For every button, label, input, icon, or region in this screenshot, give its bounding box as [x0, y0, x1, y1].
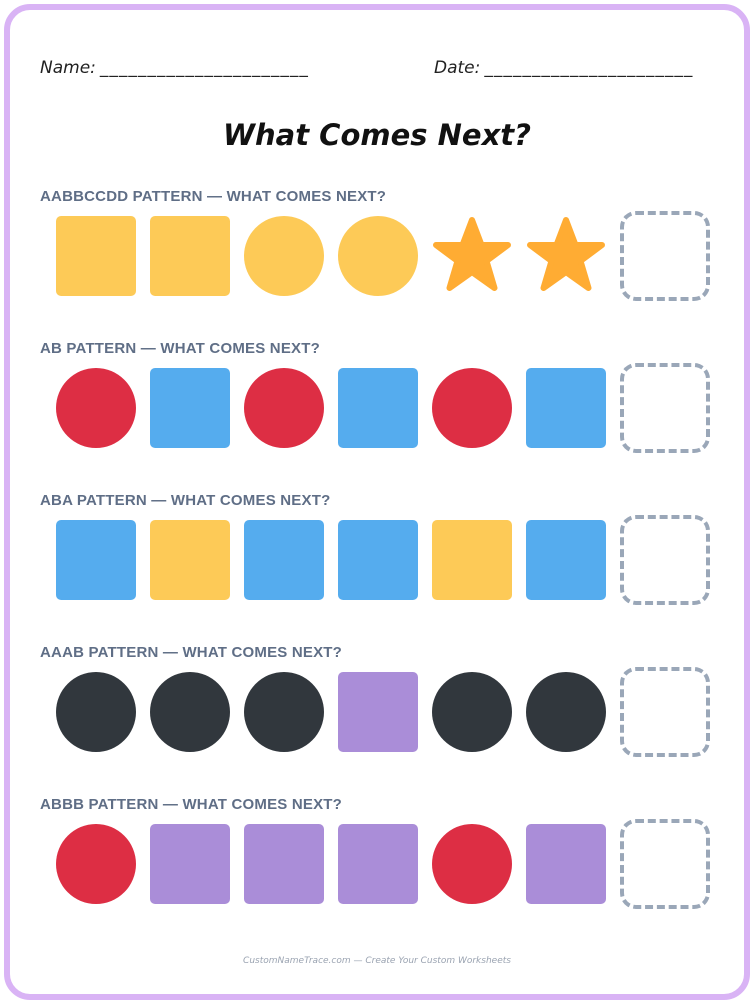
name-field[interactable]: Name: ______________________: [40, 58, 309, 78]
square-shape: [150, 216, 230, 296]
square-shape: [150, 520, 230, 600]
circle-shape: [432, 672, 512, 752]
square-shape: [432, 520, 512, 600]
square-shape: [56, 520, 136, 600]
circle-shape: [244, 672, 324, 752]
star-shape: [432, 216, 512, 296]
pattern-row: [54, 819, 714, 909]
answer-box[interactable]: [620, 515, 710, 605]
circle-shape: [56, 368, 136, 448]
circle-shape: [150, 672, 230, 752]
date-field[interactable]: Date: ______________________: [434, 58, 693, 78]
circle-shape: [338, 216, 418, 296]
circle-shape: [432, 824, 512, 904]
pattern-row: [54, 515, 714, 605]
square-shape: [150, 368, 230, 448]
circle-shape: [56, 672, 136, 752]
answer-box[interactable]: [620, 667, 710, 757]
circle-shape: [526, 672, 606, 752]
date-blank-line: ______________________: [484, 58, 694, 78]
circle-shape: [56, 824, 136, 904]
worksheet-page: Name: ______________________ Date: _______…: [4, 4, 750, 1000]
answer-box[interactable]: [620, 819, 710, 909]
pattern-row: [54, 667, 714, 757]
section-label: AAAB PATTERN — WHAT COMES NEXT?: [40, 644, 343, 661]
square-shape: [338, 520, 418, 600]
circle-shape: [244, 368, 324, 448]
page-title: What Comes Next?: [223, 118, 531, 152]
square-shape: [526, 368, 606, 448]
date-label: Date:: [434, 58, 481, 78]
answer-box[interactable]: [620, 363, 710, 453]
name-blank-line: ______________________: [99, 58, 309, 78]
circle-shape: [432, 368, 512, 448]
section-label: ABA PATTERN — WHAT COMES NEXT?: [40, 492, 331, 509]
square-shape: [526, 520, 606, 600]
answer-box[interactable]: [620, 211, 710, 301]
square-shape: [338, 368, 418, 448]
pattern-row: [54, 211, 714, 301]
square-shape: [338, 672, 418, 752]
section-label: ABBB PATTERN — WHAT COMES NEXT?: [40, 796, 343, 813]
pattern-row: [54, 363, 714, 453]
square-shape: [244, 520, 324, 600]
square-shape: [244, 824, 324, 904]
square-shape: [526, 824, 606, 904]
star-shape: [526, 216, 606, 296]
circle-shape: [244, 216, 324, 296]
section-label: AB PATTERN — WHAT COMES NEXT?: [40, 340, 320, 357]
square-shape: [338, 824, 418, 904]
section-label: AABBCCDD PATTERN — WHAT COMES NEXT?: [40, 188, 387, 205]
square-shape: [56, 216, 136, 296]
square-shape: [150, 824, 230, 904]
name-label: Name:: [40, 58, 96, 78]
footer-credit: CustomNameTrace.com — Create Your Custom…: [243, 956, 511, 966]
